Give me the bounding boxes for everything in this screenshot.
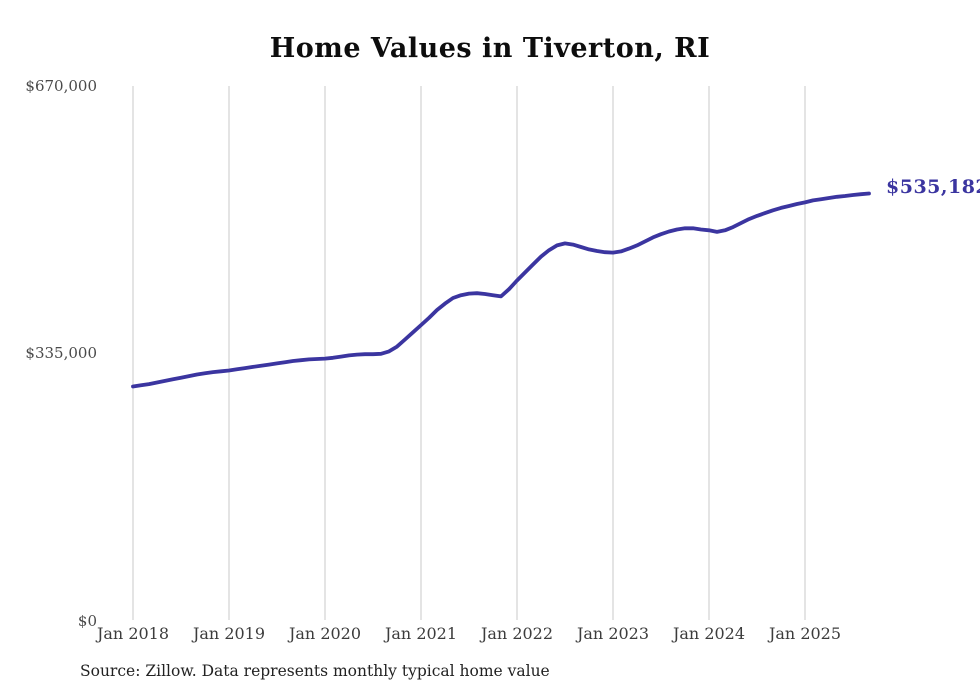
x-axis-tick-jan-2019: Jan 2019 <box>192 624 266 643</box>
x-axis-tick-jan-2022: Jan 2022 <box>480 624 554 643</box>
home-value-line <box>131 191 871 389</box>
y-axis-tick-0: $0 <box>77 612 97 630</box>
x-axis-tick-jan-2023: Jan 2023 <box>576 624 650 643</box>
y-axis-tick-670000: $670,000 <box>25 77 97 95</box>
y-axis-tick-335000: $335,000 <box>25 344 97 362</box>
x-axis-tick-jan-2025: Jan 2025 <box>768 624 842 643</box>
x-axis-tick-jan-2021: Jan 2021 <box>384 624 458 643</box>
vertical-gridlines <box>132 86 806 620</box>
latest-value-label: $535,182 <box>886 176 980 198</box>
x-axis-tick-jan-2020: Jan 2020 <box>288 624 362 643</box>
x-axis-tick-jan-2024: Jan 2024 <box>672 624 746 643</box>
chart-title: Home Values in Tiverton, RI <box>269 33 711 64</box>
x-axis-tick-jan-2018: Jan 2018 <box>96 624 170 643</box>
source-note: Source: Zillow. Data represents monthly … <box>80 662 550 680</box>
